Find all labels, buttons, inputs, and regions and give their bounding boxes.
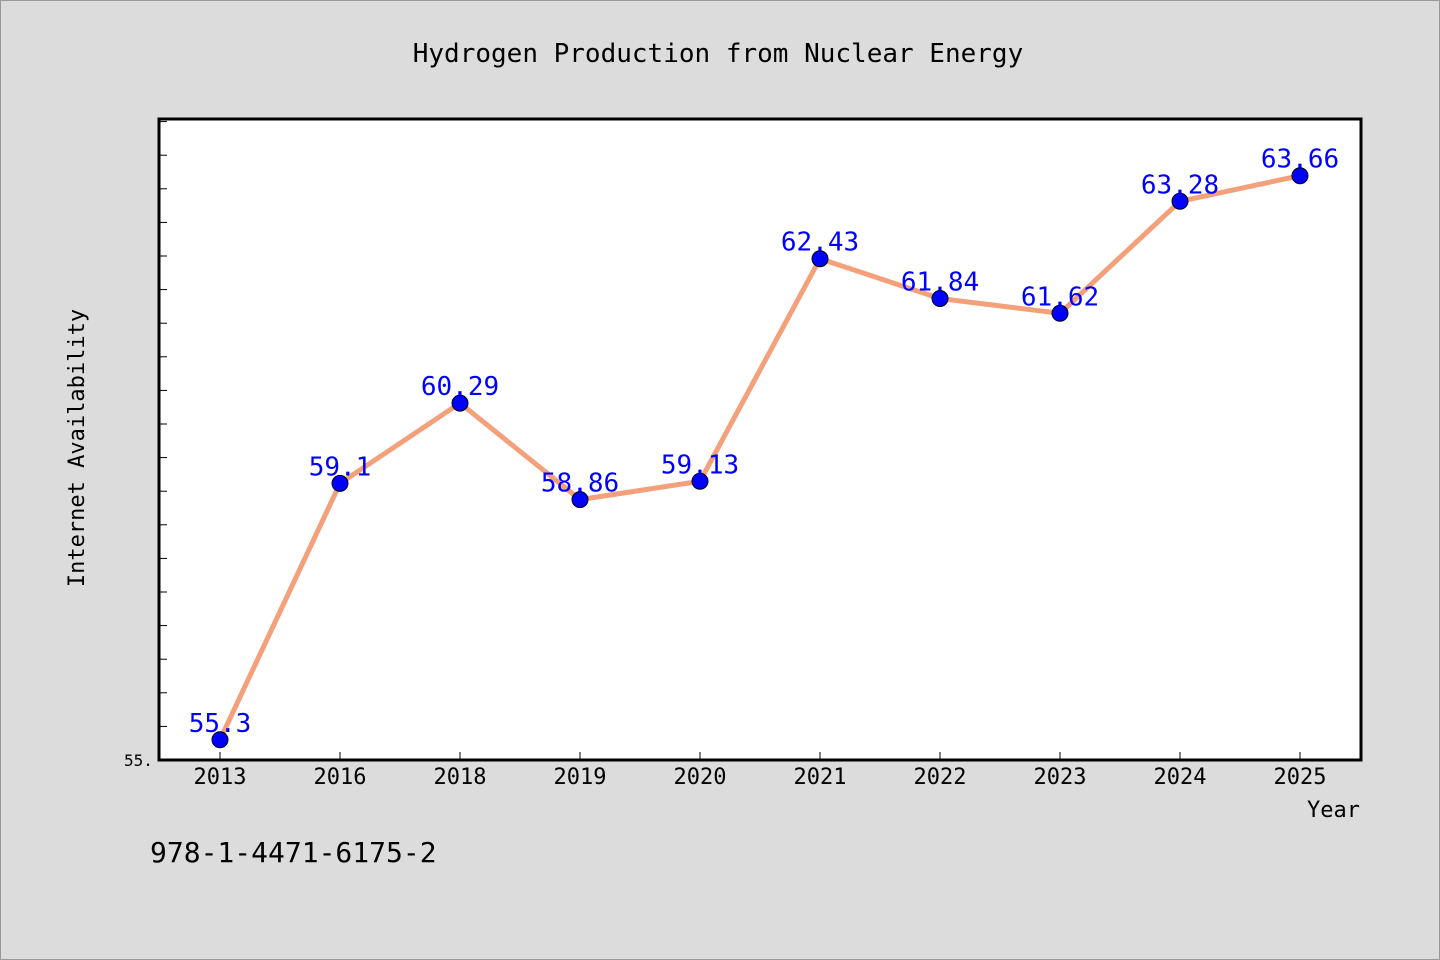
plot-border — [157, 117, 1363, 762]
data-point — [1171, 192, 1189, 210]
x-tick-label: 2018 — [434, 765, 487, 790]
data-point — [331, 474, 349, 492]
data-label: 63.66 — [1261, 145, 1339, 175]
y-tick-label: 55. — [124, 751, 153, 770]
x-tick-label: 2024 — [1154, 765, 1207, 790]
footnote-isbn: 978-1-4471-6175-2 — [150, 836, 437, 869]
data-label: 59.1 — [309, 452, 372, 482]
y-axis-label: Internet Availability — [65, 309, 90, 587]
data-label: 59.13 — [661, 450, 739, 480]
x-tick-label: 2023 — [1034, 765, 1087, 790]
data-point — [451, 394, 469, 412]
plot-area — [159, 119, 1361, 760]
x-tick-label: 2013 — [194, 765, 247, 790]
series-layer: 55.3 59.1 60.29 58.86 59.13 62.43 61.84 61.62 63… — [189, 145, 1339, 749]
x-tick-label: 2022 — [914, 765, 967, 790]
data-label: 61.62 — [1021, 282, 1099, 312]
data-label: 62.43 — [781, 228, 859, 258]
x-axis-ticks: 2013 2016 2018 2019 2020 2021 2022 2023 2024 2025 — [194, 752, 1327, 790]
chart-title: Hydrogen Production from Nuclear Energy — [413, 39, 1023, 69]
x-tick-label: 2021 — [794, 765, 847, 790]
data-label: 63.28 — [1141, 170, 1219, 200]
series-line — [217, 173, 1303, 743]
data-label: 61.84 — [901, 268, 979, 298]
data-point — [1291, 167, 1309, 185]
data-point — [931, 290, 949, 307]
data-point — [811, 250, 829, 268]
data-point — [571, 491, 589, 509]
x-tick-label: 2020 — [674, 765, 727, 790]
x-tick-label: 2025 — [1274, 765, 1327, 790]
data-point — [1051, 304, 1069, 322]
data-label: 60.29 — [421, 372, 499, 402]
data-label: 55.3 — [189, 709, 252, 739]
x-axis-label: Year — [1307, 798, 1360, 823]
x-tick-label: 2016 — [314, 765, 367, 790]
data-label: 58.86 — [541, 469, 619, 499]
data-point — [211, 731, 229, 749]
x-tick-label: 2019 — [554, 765, 607, 790]
data-point — [691, 472, 709, 490]
